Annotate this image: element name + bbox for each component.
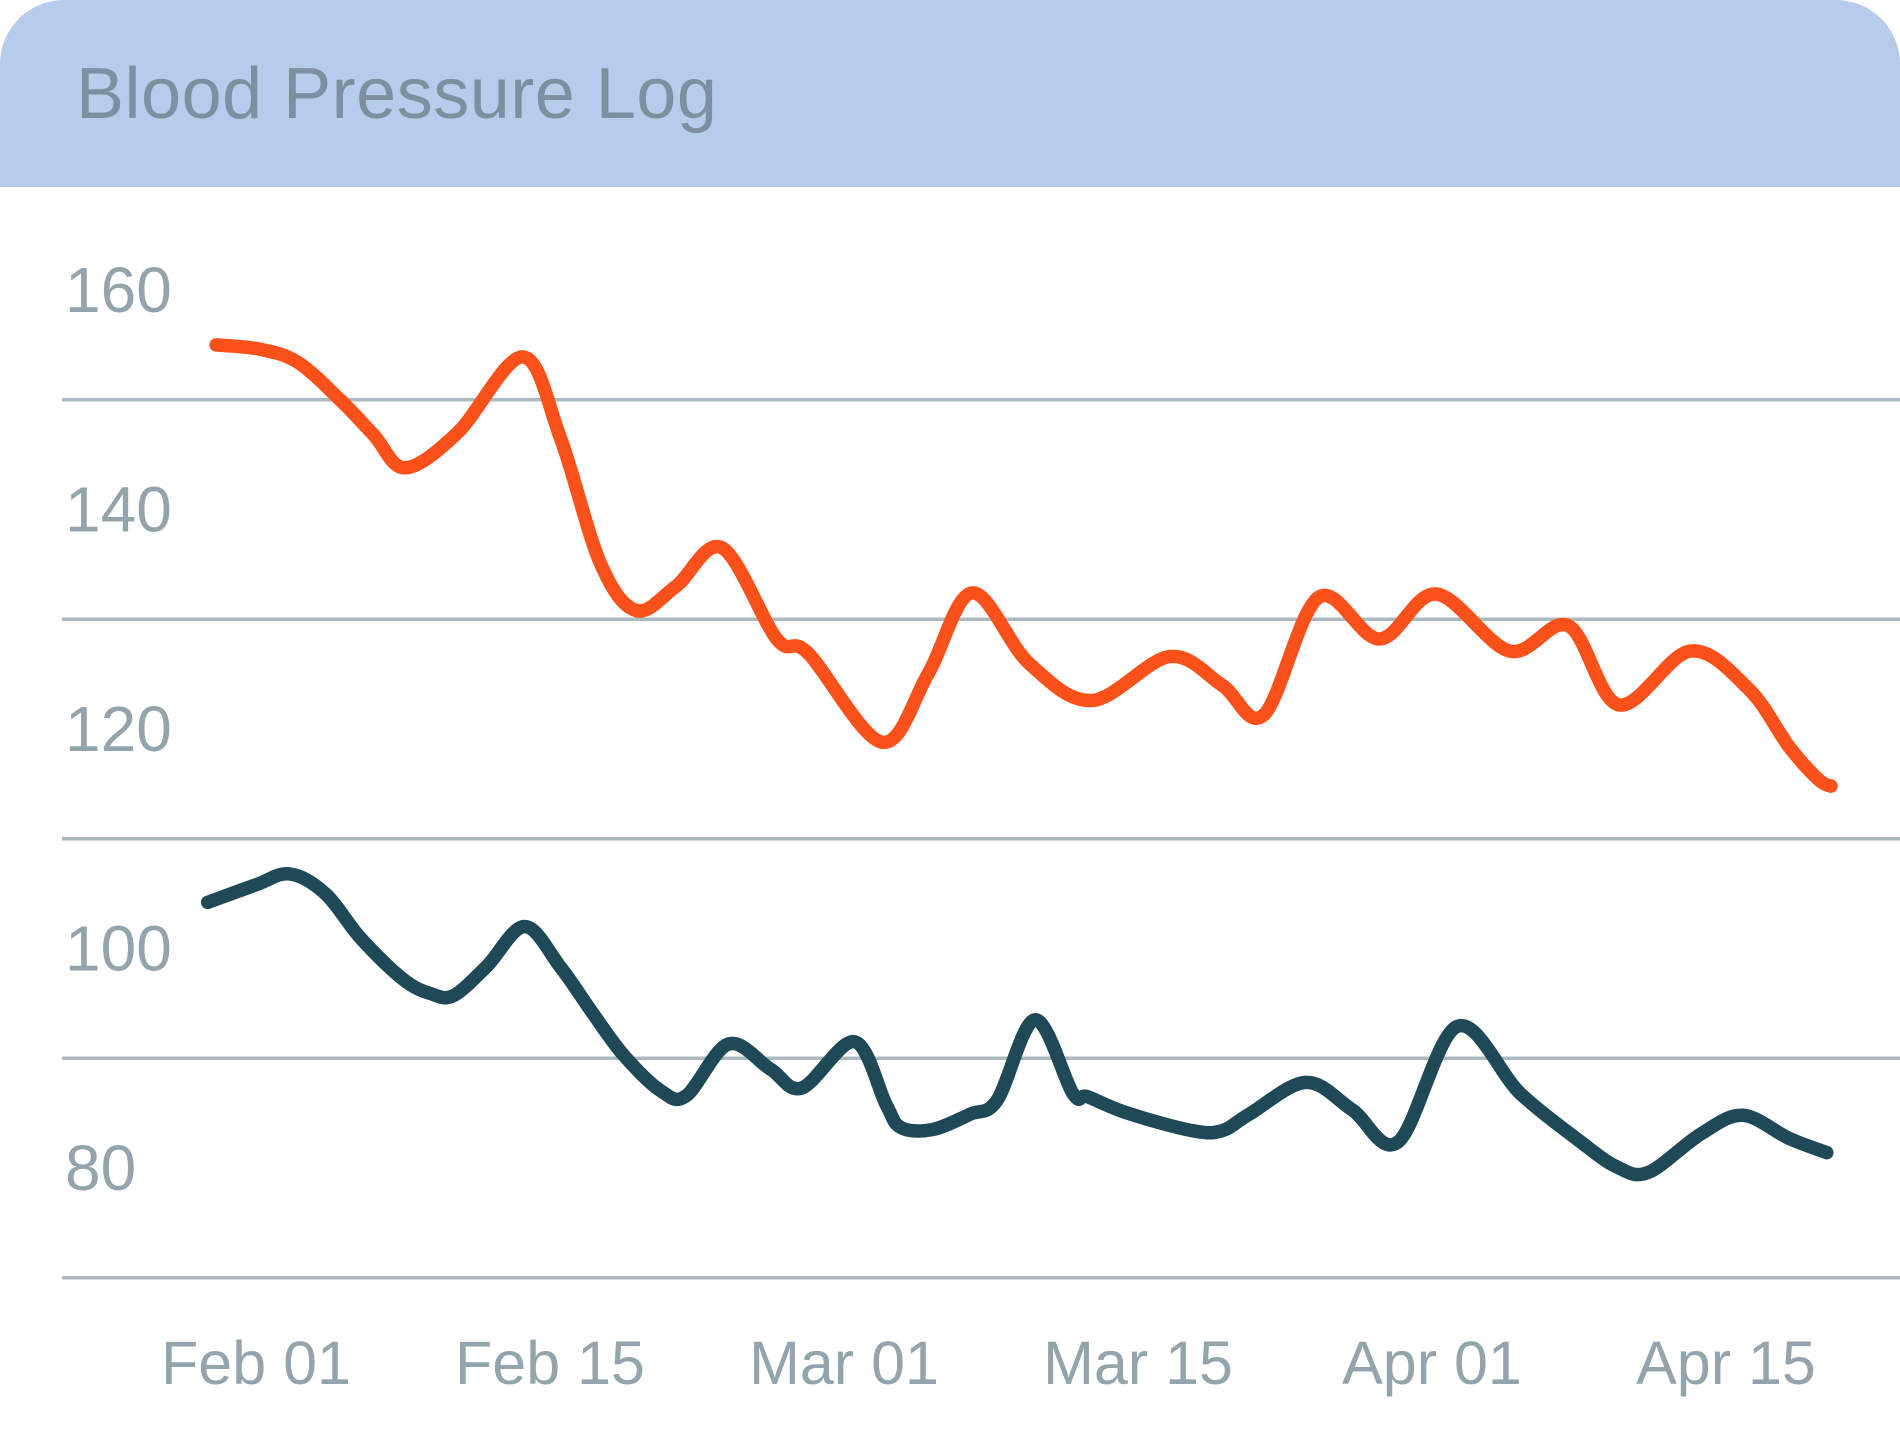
x-tick-label-mar-01: Mar 01: [749, 1329, 939, 1397]
y-tick-label-160: 160: [65, 254, 172, 326]
y-tick-label-80: 80: [65, 1132, 136, 1204]
y-tick-label-120: 120: [65, 693, 172, 765]
x-tick-label-apr-01: Apr 01: [1342, 1329, 1522, 1397]
series-line-upper-orange-series: [209, 338, 1838, 793]
y-tick-label-140: 140: [65, 474, 172, 546]
page-title: Blood Pressure Log: [76, 53, 718, 134]
x-tick-label-mar-15: Mar 15: [1043, 1329, 1233, 1397]
x-tick-label-feb-01: Feb 01: [161, 1329, 351, 1397]
series-line-lower-navy-series: [200, 866, 1834, 1182]
x-tick-label-feb-15: Feb 15: [455, 1329, 645, 1397]
x-tick-label-apr-15: Apr 15: [1636, 1329, 1816, 1397]
header-bar: Blood Pressure Log: [0, 0, 1900, 187]
y-tick-label-100: 100: [65, 913, 172, 985]
